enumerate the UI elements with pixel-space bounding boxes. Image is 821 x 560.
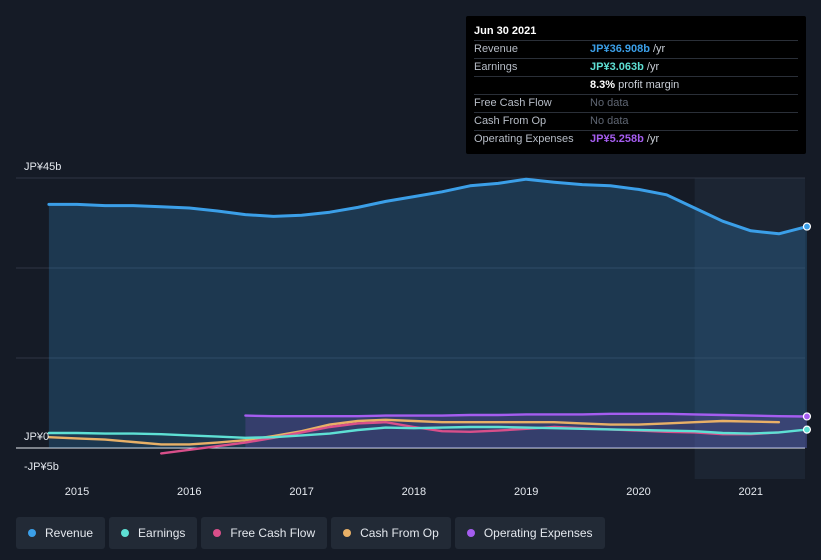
tooltip-value-suffix: /yr xyxy=(643,133,660,145)
tooltip-value-suffix: /yr xyxy=(643,61,660,73)
legend-label: Cash From Op xyxy=(360,526,439,540)
tooltip-date: Jun 30 2021 xyxy=(474,25,537,37)
tooltip-row-label: Earnings xyxy=(474,61,518,73)
tooltip-row: Free Cash Flow No data xyxy=(474,94,798,112)
tooltip-value: JP¥36.908b xyxy=(590,43,650,55)
tooltip-value: No data xyxy=(590,97,629,109)
tooltip-row: 8.3% profit margin xyxy=(474,76,798,94)
financial-history-chart: JP¥45b JP¥0 -JP¥5b 2015 2016 2017 2018 2019 202… xyxy=(16,161,812,498)
legend-item-cash-from-op[interactable]: Cash From Op xyxy=(331,517,451,549)
x-tick-label: 2021 xyxy=(739,486,763,498)
legend-dot-icon xyxy=(343,529,352,537)
tooltip-row: Cash From Op No data xyxy=(474,112,798,130)
tooltip-value: No data xyxy=(590,115,629,127)
x-tick-label: 2018 xyxy=(402,486,426,498)
legend-dot-icon xyxy=(213,529,222,537)
legend-dot-icon xyxy=(121,529,130,537)
legend-label: Earnings xyxy=(138,526,186,540)
chart-legend: Revenue Earnings Free Cash Flow Cash From O… xyxy=(16,517,605,549)
tooltip-row: Revenue JP¥36.908b /yr xyxy=(474,40,798,58)
tooltip-row-value: JP¥3.063b /yr xyxy=(590,59,659,76)
tooltip-value-suffix: /yr xyxy=(649,43,666,55)
y-axis-labels: JP¥45b JP¥0 -JP¥5b xyxy=(24,161,61,473)
tooltip-rows: Revenue JP¥36.908b /yr Earnings JP¥3.063b /… xyxy=(474,40,798,148)
forecast-band xyxy=(694,178,805,479)
tooltip-value-suffix: profit margin xyxy=(615,79,680,91)
x-tick-label: 2016 xyxy=(177,486,201,498)
series-lines xyxy=(47,177,809,455)
operating-expenses-line xyxy=(244,412,809,418)
y-tick-label: -JP¥5b xyxy=(24,461,59,473)
tooltip-row-value: 8.3% profit margin xyxy=(590,77,679,94)
legend-item-earnings[interactable]: Earnings xyxy=(109,517,198,549)
revenue-area xyxy=(48,179,807,448)
cash-from-op-line xyxy=(47,418,781,446)
legend-dot-icon xyxy=(466,529,475,537)
x-tick-label: 2015 xyxy=(65,486,89,498)
earnings-line xyxy=(47,425,809,439)
legend-dot-icon xyxy=(28,529,36,537)
x-tick-label: 2017 xyxy=(289,486,313,498)
legend-item-revenue[interactable]: Revenue xyxy=(16,517,106,549)
data-tooltip: Jun 30 2021 Revenue JP¥36.908b /yr Earning… xyxy=(466,16,806,154)
legend-label: Free Cash Flow xyxy=(230,526,316,540)
tooltip-row-value: JP¥36.908b /yr xyxy=(590,41,665,58)
operating-expenses-endpoint xyxy=(802,412,812,421)
x-tick-label: 2019 xyxy=(514,486,538,498)
tooltip-row-label: Operating Expenses xyxy=(474,133,574,145)
legend-item-free-cash-flow[interactable]: Free Cash Flow xyxy=(201,517,328,549)
tooltip-value: 8.3% xyxy=(590,79,616,91)
legend-item-operating-expenses[interactable]: Operating Expenses xyxy=(454,517,605,549)
operating-expenses-area xyxy=(245,413,807,448)
legend-label: Operating Expenses xyxy=(483,526,593,540)
tooltip-row-label: Free Cash Flow xyxy=(474,97,552,109)
tooltip-row-label xyxy=(474,77,590,94)
x-tick-label: 2020 xyxy=(626,486,650,498)
x-axis-labels: 2015 2016 2017 2018 2019 2020 2021 xyxy=(65,486,763,498)
series-endpoints xyxy=(802,222,812,434)
earnings-endpoint xyxy=(802,425,812,434)
series-areas xyxy=(48,179,807,448)
tooltip-row-label: Cash From Op xyxy=(474,115,547,127)
revenue-endpoint xyxy=(802,222,812,231)
tooltip-row-value: JP¥5.258b /yr xyxy=(590,131,659,148)
tooltip-row: Operating Expenses JP¥5.258b /yr xyxy=(474,130,798,148)
legend-label: Revenue xyxy=(45,526,94,540)
tooltip-row-value: No data xyxy=(590,95,629,112)
tooltip-row: Earnings JP¥3.063b /yr xyxy=(474,58,798,76)
tooltip-value: JP¥3.063b xyxy=(590,61,644,73)
tooltip-row-value: No data xyxy=(590,113,629,130)
y-tick-label: JP¥0 xyxy=(24,431,49,443)
tooltip-row-label: Revenue xyxy=(474,43,519,55)
revenue-line xyxy=(47,177,809,236)
grid-lines xyxy=(16,177,805,449)
tooltip-value: JP¥5.258b xyxy=(590,133,644,145)
y-tick-label: JP¥45b xyxy=(24,161,61,173)
